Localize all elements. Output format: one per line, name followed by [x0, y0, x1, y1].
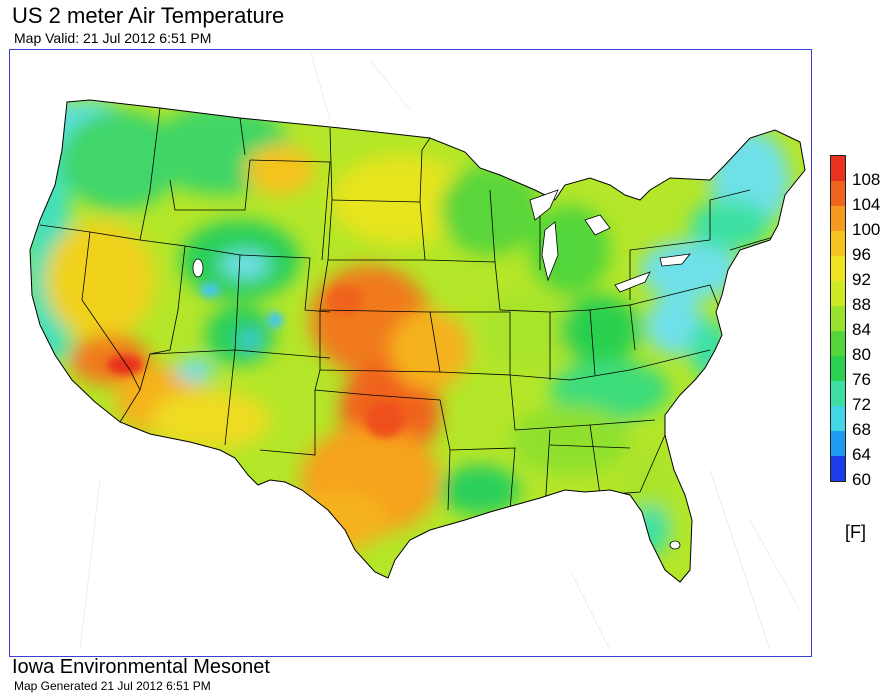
map-frame [9, 49, 812, 657]
map-title: US 2 meter Air Temperature [12, 3, 285, 28]
legend-label-80: 80 [852, 345, 871, 364]
legend-swatch-84 [831, 306, 845, 331]
legend-label-60: 60 [852, 470, 871, 489]
legend-swatch-72 [831, 381, 845, 406]
temperature-field [30, 100, 805, 582]
legend-swatch-108 [831, 156, 845, 181]
legend-swatch-60 [831, 456, 845, 481]
legend-label-92: 92 [852, 270, 871, 289]
legend-swatch-68 [831, 406, 845, 431]
great-lakes [192, 189, 691, 550]
legend-label-84: 84 [852, 320, 871, 339]
legend-color-bar [830, 155, 846, 482]
legend-label-64: 64 [852, 445, 871, 464]
legend-label-100: 100 [852, 220, 881, 239]
legend-swatch-104 [831, 181, 845, 206]
legend-swatch-64 [831, 431, 845, 456]
legend-swatch-80 [831, 331, 845, 356]
organization-name: Iowa Environmental Mesonet [12, 656, 270, 678]
legend-swatch-88 [831, 281, 845, 306]
legend-label-72: 72 [852, 395, 871, 414]
legend-label-76: 76 [852, 370, 871, 389]
legend-label-68: 68 [852, 420, 871, 439]
legend-label-96: 96 [852, 245, 871, 264]
color-legend: 108 104 100 96 92 88 84 80 76 72 68 64 60 [830, 155, 889, 555]
legend-label-108: 108 [852, 170, 881, 189]
temperature-map [29, 50, 806, 651]
map-background-grid [79, 50, 801, 651]
legend-swatch-92 [831, 256, 845, 281]
legend-label-88: 88 [852, 295, 871, 314]
legend-swatch-76 [831, 356, 845, 381]
map-valid-time: Map Valid: 21 Jul 2012 6:51 PM [14, 30, 212, 46]
legend-swatch-100 [831, 206, 845, 231]
legend-swatch-96 [831, 231, 845, 256]
map-generated-time: Map Generated 21 Jul 2012 6:51 PM [14, 679, 211, 693]
state-borders [39, 107, 781, 511]
legend-unit: [F] [845, 522, 866, 542]
legend-label-104: 104 [852, 195, 881, 214]
